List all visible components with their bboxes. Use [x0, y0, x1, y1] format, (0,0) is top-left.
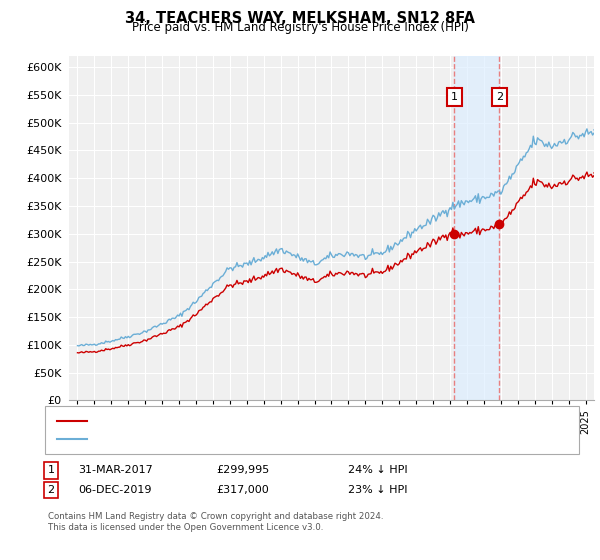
Text: 2: 2: [496, 92, 503, 102]
Text: Contains HM Land Registry data © Crown copyright and database right 2024.
This d: Contains HM Land Registry data © Crown c…: [48, 512, 383, 532]
Text: 24% ↓ HPI: 24% ↓ HPI: [348, 465, 407, 475]
Text: 31-MAR-2017: 31-MAR-2017: [78, 465, 153, 475]
Text: HPI: Average price, detached house, Wiltshire: HPI: Average price, detached house, Wilt…: [93, 434, 332, 444]
Text: 34, TEACHERS WAY, MELKSHAM, SN12 8FA: 34, TEACHERS WAY, MELKSHAM, SN12 8FA: [125, 11, 475, 26]
Text: 2: 2: [47, 485, 55, 495]
Text: 34, TEACHERS WAY, MELKSHAM, SN12 8FA (detached house): 34, TEACHERS WAY, MELKSHAM, SN12 8FA (de…: [93, 417, 409, 426]
Text: Price paid vs. HM Land Registry's House Price Index (HPI): Price paid vs. HM Land Registry's House …: [131, 21, 469, 34]
Bar: [454, 56, 499, 400]
Text: 06-DEC-2019: 06-DEC-2019: [78, 485, 151, 495]
Text: 1: 1: [47, 465, 55, 475]
Text: 23% ↓ HPI: 23% ↓ HPI: [348, 485, 407, 495]
Text: 1: 1: [451, 92, 458, 102]
Text: £299,995: £299,995: [216, 465, 269, 475]
Text: £317,000: £317,000: [216, 485, 269, 495]
